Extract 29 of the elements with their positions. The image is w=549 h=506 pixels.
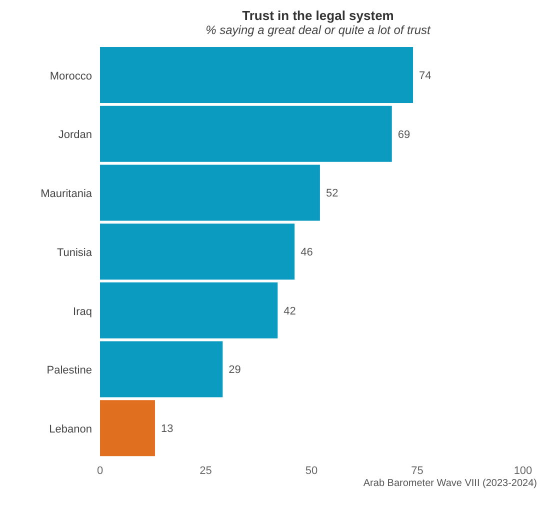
data-label: 69 [398, 128, 410, 141]
x-tick-label: 50 [305, 464, 318, 477]
y-tick-label: Lebanon [49, 423, 92, 436]
chart-title: Trust in the legal system [241, 8, 395, 23]
y-tick-label: Palestine [46, 364, 92, 377]
y-tick-label: Jordan [58, 129, 92, 142]
data-label: 46 [300, 246, 313, 258]
bar [100, 224, 295, 280]
data-label: 74 [419, 70, 432, 82]
data-label: 52 [326, 188, 338, 200]
x-tick-label: 0 [96, 464, 104, 477]
data-label: 42 [284, 305, 296, 318]
bar [100, 164, 320, 221]
bar [100, 282, 278, 338]
chart-subtitle: % saying a great deal or quite a lot of trust [204, 23, 432, 37]
y-tick-label: Iraq [73, 306, 92, 318]
y-tick-label: Mauritania [40, 188, 93, 200]
x-tick-label: 100 [514, 464, 532, 477]
x-tick-label: 75 [411, 464, 424, 477]
text: Arab Barometer Wave VIII (2023-2024) [363, 478, 537, 489]
y-tick-label: Tunisia [56, 246, 93, 259]
data-label: 29 [228, 364, 241, 376]
y-tick-label: Morocco [50, 70, 92, 82]
bar [100, 400, 155, 456]
data-label: 13 [160, 423, 174, 436]
x-tick-label: 25 [200, 464, 212, 477]
bar [100, 341, 223, 398]
bar [100, 47, 414, 103]
bar [100, 106, 392, 162]
